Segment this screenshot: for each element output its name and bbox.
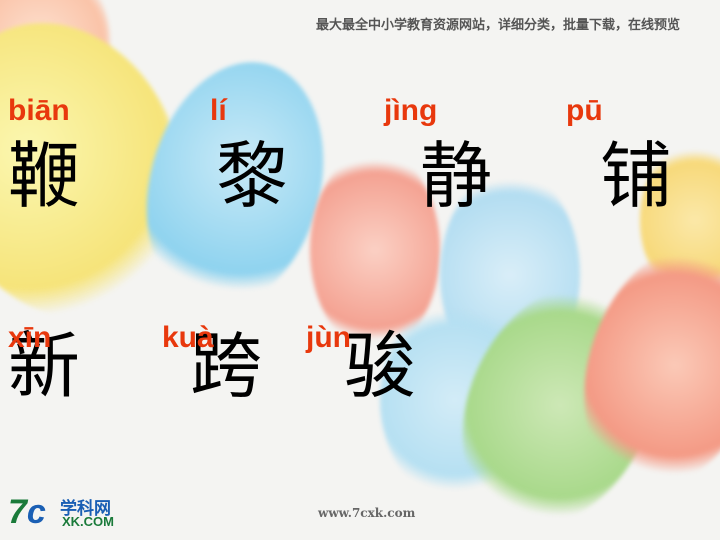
pinyin-5: xīn xyxy=(8,321,52,354)
hanzi-5: 新 xyxy=(8,324,81,408)
logo-mark-icon: 7c xyxy=(8,493,46,531)
hanzi-6: 跨 xyxy=(190,324,263,408)
site-logo[interactable]: 7c 学科网 XK.COM xyxy=(8,492,140,532)
pinyin-7: jùn xyxy=(306,321,351,354)
hanzi-1: 鞭 xyxy=(8,134,81,218)
site-slogan: 最大最全中小学教育资源网站，详细分类，批量下载，在线预览 xyxy=(315,18,680,33)
pinyin-3: jìng xyxy=(384,94,438,127)
pinyin-6: kuà xyxy=(162,321,214,354)
footer-url[interactable]: www.7cxk.com xyxy=(318,506,416,520)
pinyin-4: pū xyxy=(566,94,603,127)
hanzi-4: 铺 xyxy=(600,134,673,218)
logo-chinese-name: 学科网 xyxy=(60,499,111,519)
hanzi-2: 黎 xyxy=(216,134,289,218)
pinyin-2: lí xyxy=(210,94,227,127)
hanzi-3: 静 xyxy=(420,134,493,218)
logo-domain: XK.COM xyxy=(62,514,114,529)
hanzi-7: 骏 xyxy=(344,324,417,408)
pinyin-1: biān xyxy=(8,94,70,127)
